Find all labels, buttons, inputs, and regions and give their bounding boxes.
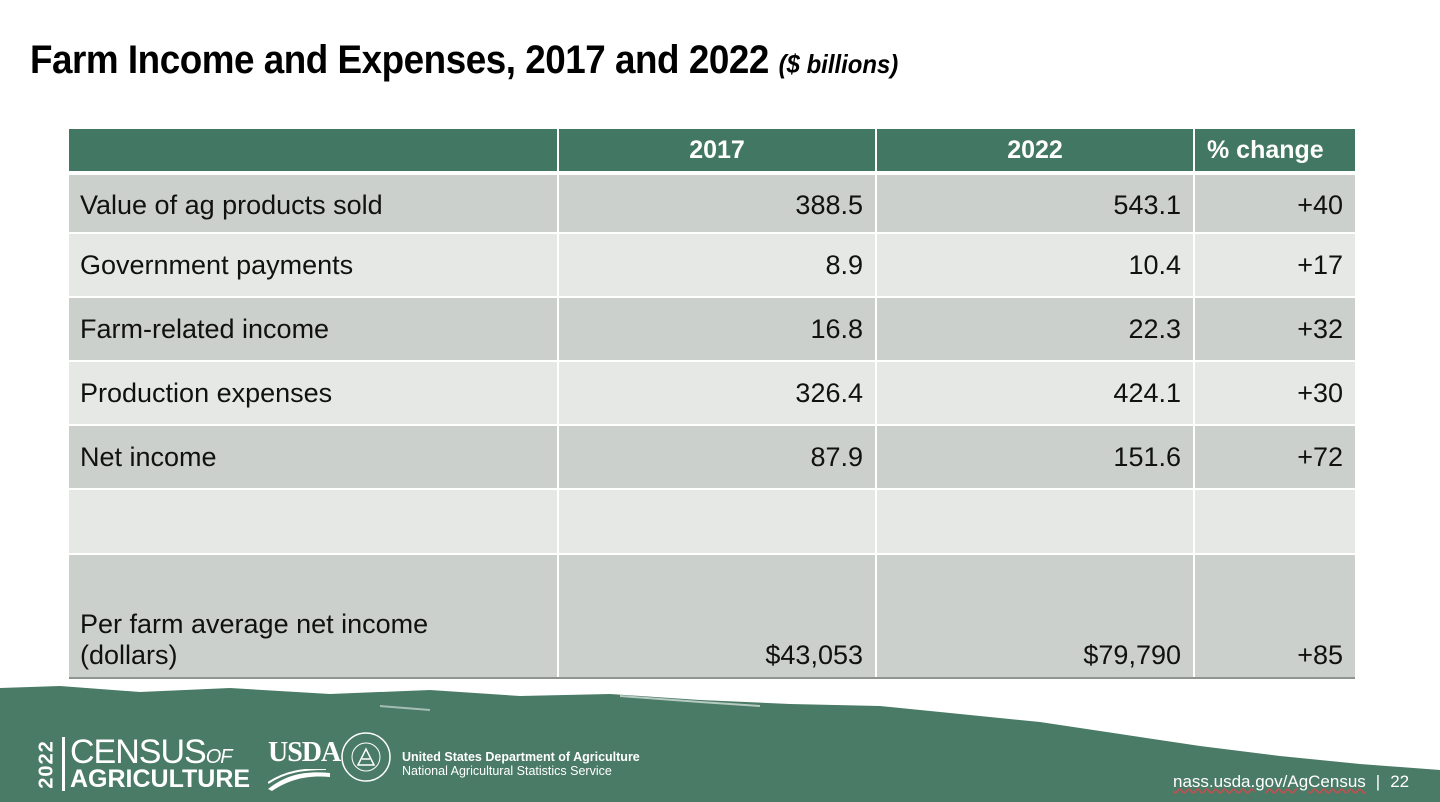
- header-label-column: [69, 129, 559, 175]
- slide-title-text: Farm Income and Expenses, 2017 and 2022: [30, 38, 769, 82]
- farm-income-table: 2017 2022 % change Value of ag products …: [69, 129, 1355, 679]
- table-row: Farm-related income 16.8 22.3 +32: [69, 297, 1355, 362]
- footer-url-area: nass.usda.gov/AgCensus | 22: [1173, 772, 1409, 792]
- percent-change: +85: [1194, 554, 1355, 679]
- department-name: United States Department of Agriculture: [402, 750, 640, 764]
- row-label: Value of ag products sold: [69, 173, 559, 234]
- footer-separator: |: [1375, 772, 1381, 791]
- table-row: Value of ag products sold 388.5 543.1 +4…: [69, 173, 1355, 234]
- value-2022: 543.1: [876, 173, 1195, 234]
- percent-change: +32: [1194, 297, 1355, 362]
- value-2022: $79,790: [876, 554, 1195, 679]
- per-farm-label-line2: (dollars): [80, 640, 178, 670]
- spacer-cell: [1194, 489, 1355, 555]
- footer-brush-shape: [0, 686, 1440, 802]
- table-row-per-farm: Per farm average net income (dollars) $4…: [69, 554, 1355, 679]
- usda-logo-icon: USDA: [267, 737, 341, 796]
- usda-hills-mark: [267, 768, 330, 791]
- usda-department-text: United States Department of Agriculture …: [402, 750, 640, 778]
- table-row-spacer: [69, 489, 1355, 555]
- value-2017: $43,053: [558, 554, 877, 679]
- row-label: Net income: [69, 425, 559, 490]
- ag-census-seal-icon: [341, 732, 391, 782]
- value-2017: 87.9: [558, 425, 877, 490]
- value-2017: 16.8: [558, 297, 877, 362]
- table-header-row: 2017 2022 % change: [69, 129, 1355, 175]
- per-farm-label-line1: Per farm average net income: [80, 609, 429, 639]
- census-word: CENSUS: [70, 733, 207, 771]
- usda-wordmark: USDA: [268, 737, 341, 768]
- spacer-cell: [69, 489, 559, 555]
- percent-change: +72: [1194, 425, 1355, 490]
- header-2022: 2022: [876, 129, 1195, 175]
- page-number: 22: [1390, 772, 1410, 791]
- row-label: Production expenses: [69, 361, 559, 426]
- value-2022: 151.6: [876, 425, 1195, 490]
- census-of-word: OF: [205, 746, 233, 768]
- header-percent-change: % change: [1194, 129, 1355, 175]
- percent-change: +30: [1194, 361, 1355, 426]
- value-2017: 388.5: [558, 173, 877, 234]
- slide-title: Farm Income and Expenses, 2017 and 2022 …: [30, 38, 898, 83]
- percent-change: +17: [1194, 233, 1355, 298]
- value-2017: 8.9: [558, 233, 877, 298]
- value-2022: 10.4: [876, 233, 1195, 298]
- census-year: 2022: [35, 740, 58, 789]
- spacer-cell: [876, 489, 1195, 555]
- service-name: National Agricultural Statistics Service: [402, 764, 612, 778]
- percent-change: +40: [1194, 173, 1355, 234]
- value-2017: 326.4: [558, 361, 877, 426]
- footer-band: [0, 684, 1440, 802]
- agriculture-word: AGRICULTURE: [70, 765, 251, 793]
- row-label: Government payments: [69, 233, 559, 298]
- table-row: Government payments 8.9 10.4 +17: [69, 233, 1355, 298]
- census-url-link[interactable]: nass.usda.gov/AgCensus: [1173, 772, 1366, 791]
- table-row: Net income 87.9 151.6 +72: [69, 425, 1355, 490]
- spacer-cell: [558, 489, 877, 555]
- value-2022: 424.1: [876, 361, 1195, 426]
- row-label: Per farm average net income (dollars): [69, 554, 559, 679]
- census-of-agriculture-logo: 2022 CENSUSOF AGRICULTURE: [35, 733, 251, 793]
- table-row: Production expenses 326.4 424.1 +30: [69, 361, 1355, 426]
- header-2017: 2017: [558, 129, 877, 175]
- row-label: Farm-related income: [69, 297, 559, 362]
- value-2022: 22.3: [876, 297, 1195, 362]
- slide-subtitle: ($ billions): [778, 49, 899, 79]
